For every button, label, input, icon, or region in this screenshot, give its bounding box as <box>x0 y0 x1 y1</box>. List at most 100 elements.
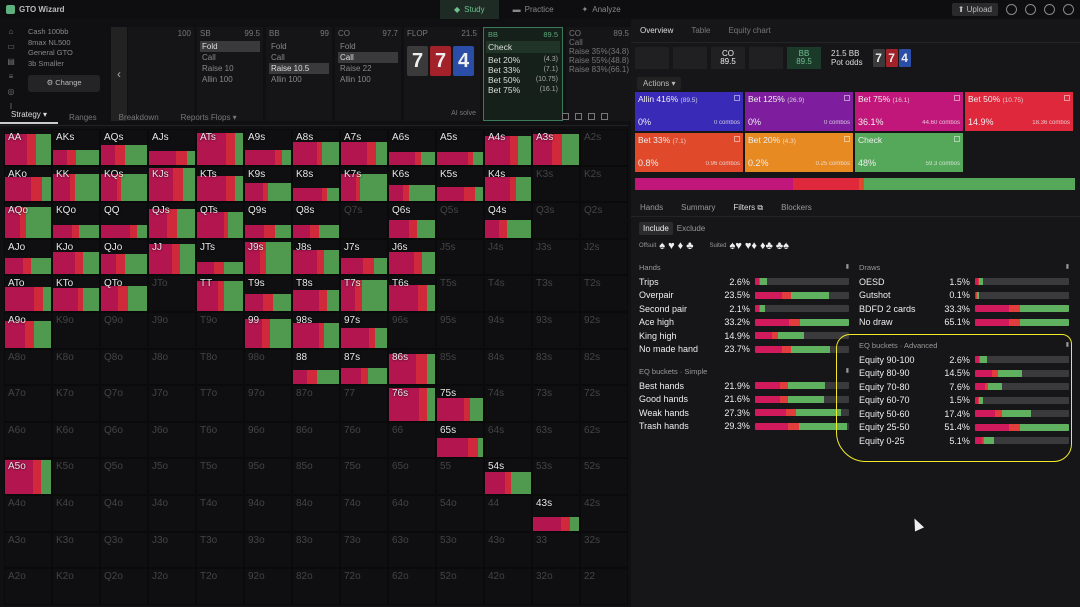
help-icon[interactable] <box>1025 4 1036 15</box>
hand-cell[interactable]: 85o <box>292 458 340 495</box>
hand-cell[interactable]: A5o <box>4 458 52 495</box>
action-option[interactable]: Fold <box>271 42 287 51</box>
hand-cell[interactable]: 32s <box>580 531 628 569</box>
hand-cell[interactable]: 76o <box>340 421 388 459</box>
include-button[interactable]: Include <box>639 222 673 235</box>
hand-cell[interactable]: 84s <box>484 348 532 386</box>
hand-cell[interactable]: 63s <box>532 421 580 459</box>
hand-cell[interactable]: K4o <box>52 494 100 532</box>
hand-cell[interactable]: 62o <box>388 568 436 605</box>
table-icon[interactable]: ▭ <box>7 42 15 51</box>
hand-cell[interactable]: T7s <box>340 275 388 312</box>
summary-position[interactable] <box>673 47 707 69</box>
hand-cell[interactable]: T5o <box>196 458 244 495</box>
hand-cell[interactable]: T5s <box>436 275 484 312</box>
select-checkbox-icon[interactable] <box>844 136 850 142</box>
hand-cell[interactable]: 44 <box>484 494 532 532</box>
offsuit-heart[interactable]: ♥ <box>668 240 675 252</box>
hand-cell[interactable]: AKs <box>52 129 100 166</box>
hand-cell[interactable]: 97s <box>340 311 388 349</box>
hand-cell[interactable]: Q6o <box>100 421 148 459</box>
action-box[interactable]: Bet 125% (26.9) 0% 0 combos <box>745 92 853 131</box>
filter-row[interactable]: Equity 60-70 1.5% <box>859 394 1069 408</box>
hand-cell[interactable]: K8s <box>292 165 340 203</box>
hand-cell[interactable]: AJs <box>148 129 196 166</box>
hand-cell[interactable]: K4s <box>484 165 532 203</box>
change-button[interactable]: ⚙ Change <box>28 75 100 92</box>
filter-row[interactable]: Equity 25-50 51.4% <box>859 421 1069 435</box>
hand-cell[interactable]: Q3o <box>100 531 148 569</box>
hand-cell[interactable]: J4o <box>148 494 196 532</box>
hand-cell[interactable]: J2o <box>148 568 196 605</box>
hand-cell[interactable]: Q9s <box>244 202 292 239</box>
hand-cell[interactable]: 62s <box>580 421 628 459</box>
actions-dropdown[interactable]: Actions ▾ <box>637 77 682 90</box>
action-option[interactable]: Raise 55% (48.8) <box>569 56 629 65</box>
hand-cell[interactable]: 64s <box>484 421 532 459</box>
tab-reports-flops[interactable]: Reports Flops ▾ <box>180 112 237 122</box>
offsuit-diamond[interactable]: ♦ <box>677 240 684 252</box>
tab-ranges[interactable]: Ranges <box>58 113 108 122</box>
action-option[interactable]: Bet 33% (7.1) <box>488 65 558 75</box>
hand-cell[interactable]: T8o <box>196 348 244 386</box>
hand-cell[interactable]: 53s <box>532 458 580 495</box>
tab-breakdown[interactable]: Breakdown <box>108 113 170 122</box>
hand-cell[interactable]: J8s <box>292 238 340 276</box>
hand-cell[interactable]: K9s <box>244 165 292 203</box>
hand-cell[interactable]: 95o <box>244 458 292 495</box>
summary-position[interactable] <box>749 47 783 69</box>
hand-cell[interactable]: 65s <box>436 421 484 459</box>
hand-cell[interactable]: QJo <box>100 238 148 276</box>
select-checkbox-icon[interactable] <box>1064 95 1070 101</box>
summary-position[interactable] <box>635 47 669 69</box>
hand-cell[interactable]: J5o <box>148 458 196 495</box>
hand-cell[interactable]: 22 <box>580 568 628 605</box>
hand-cell[interactable]: T6o <box>196 421 244 459</box>
exclude-button[interactable]: Exclude <box>676 224 706 233</box>
hand-cell[interactable]: QTo <box>100 275 148 312</box>
filter-row[interactable]: Equity 50-60 17.4% <box>859 407 1069 421</box>
hand-cell[interactable]: 75s <box>436 385 484 422</box>
hand-cell[interactable]: A6o <box>4 421 52 459</box>
hand-cell[interactable]: T9o <box>196 311 244 349</box>
hand-cell[interactable]: Q7s <box>340 202 388 239</box>
nav-study[interactable]: ◆ Study <box>440 0 499 19</box>
hand-cell[interactable]: 88 <box>292 348 340 386</box>
hand-cell[interactable]: J4s <box>484 238 532 276</box>
prev-street-button[interactable]: ‹ <box>111 27 127 121</box>
action-option[interactable]: Check <box>486 41 560 53</box>
hand-cell[interactable]: KQo <box>52 202 100 239</box>
filter-row[interactable]: OESD 1.5% <box>859 275 1069 289</box>
action-box[interactable]: Bet 33% (7.1) 0.8% 0.96 combos <box>635 133 743 172</box>
filter-row[interactable]: No draw 65.1% <box>859 316 1069 330</box>
hand-cell[interactable]: 43o <box>484 531 532 569</box>
summary-position[interactable]: BB 89.5 <box>787 47 821 69</box>
filter-row[interactable]: Best hands 21.9% <box>639 379 849 393</box>
hand-cell[interactable]: K8o <box>52 348 100 386</box>
account-icon[interactable] <box>1063 4 1074 15</box>
hand-cell[interactable]: Q3s <box>532 202 580 239</box>
expand-icon[interactable]: ▮ <box>845 368 849 374</box>
action-option[interactable]: Allin 100 <box>271 75 302 84</box>
hand-cell[interactable]: KJo <box>52 238 100 276</box>
hand-cell[interactable]: 53o <box>436 531 484 569</box>
hand-cell[interactable]: 85s <box>436 348 484 386</box>
tab-filters[interactable]: Filters ⧉ <box>724 203 772 213</box>
select-checkbox-icon[interactable] <box>734 136 740 142</box>
expand-icon[interactable]: ▮ <box>1065 264 1069 270</box>
hand-cell[interactable]: T3o <box>196 531 244 569</box>
filter-row[interactable]: Ace high 33.2% <box>639 316 849 330</box>
hand-cell[interactable]: Q5s <box>436 202 484 239</box>
filter-row[interactable]: King high 14.9% <box>639 329 849 343</box>
list-view-icon[interactable] <box>575 113 582 120</box>
filter-row[interactable]: Gutshot 0.1% <box>859 289 1069 303</box>
hand-cell[interactable]: TT <box>196 275 244 312</box>
action-box[interactable]: Check 48% 59.3 combos <box>855 133 963 172</box>
hand-cell[interactable]: KJs <box>148 165 196 203</box>
hand-cell[interactable]: QTs <box>196 202 244 239</box>
position-column[interactable]: BB 99 Fold Call Raise 10.5 Allin 100 <box>266 27 332 121</box>
hand-cell[interactable]: 95s <box>436 311 484 349</box>
hand-cell[interactable]: 43s <box>532 494 580 532</box>
action-option[interactable]: Fold <box>340 42 356 51</box>
action-box[interactable]: Bet 50% (10.75) 14.9% 18.36 combos <box>965 92 1073 131</box>
